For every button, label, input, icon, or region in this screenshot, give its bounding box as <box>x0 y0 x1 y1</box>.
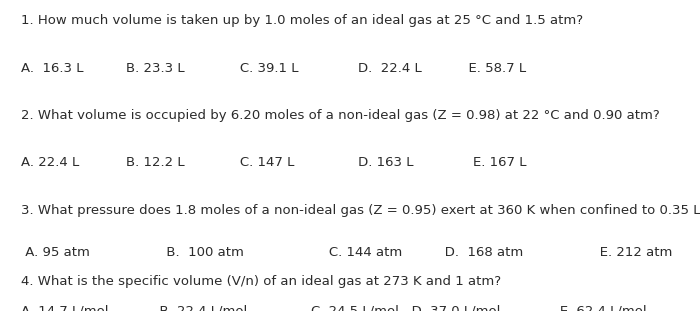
Text: A. 14.7 L/mol            B. 22.4 L/mol               C. 24.5 L/mol   D. 37.0 L/m: A. 14.7 L/mol B. 22.4 L/mol C. 24.5 L/mo… <box>21 304 647 311</box>
Text: A. 22.4 L           B. 12.2 L             C. 147 L               D. 163 L       : A. 22.4 L B. 12.2 L C. 147 L D. 163 L <box>21 156 526 169</box>
Text: 2. What volume is occupied by 6.20 moles of a non-ideal gas (Z = 0.98) at 22 °C : 2. What volume is occupied by 6.20 moles… <box>21 109 659 123</box>
Text: A.  16.3 L          B. 23.3 L             C. 39.1 L              D.  22.4 L     : A. 16.3 L B. 23.3 L C. 39.1 L D. 22.4 L <box>21 62 526 75</box>
Text: A. 95 atm                  B.  100 atm                    C. 144 atm          D.: A. 95 atm B. 100 atm C. 144 atm D. <box>21 246 673 259</box>
Text: 4. What is the specific volume (V/n) of an ideal gas at 273 K and 1 atm?: 4. What is the specific volume (V/n) of … <box>21 275 501 288</box>
Text: 1. How much volume is taken up by 1.0 moles of an ideal gas at 25 °C and 1.5 atm: 1. How much volume is taken up by 1.0 mo… <box>21 14 583 27</box>
Text: 3. What pressure does 1.8 moles of a non-ideal gas (Z = 0.95) exert at 360 K whe: 3. What pressure does 1.8 moles of a non… <box>21 204 700 217</box>
